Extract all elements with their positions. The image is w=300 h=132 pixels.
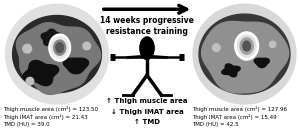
Polygon shape (240, 38, 253, 54)
Polygon shape (26, 77, 34, 85)
Polygon shape (238, 35, 256, 57)
Text: ↓ Thigh IMAT area: ↓ Thigh IMAT area (111, 109, 183, 115)
Polygon shape (6, 4, 108, 104)
Polygon shape (213, 44, 220, 51)
Polygon shape (56, 43, 64, 53)
Text: 14 weeks progressive
resistance training: 14 weeks progressive resistance training (100, 16, 194, 36)
Polygon shape (13, 16, 101, 93)
Polygon shape (55, 42, 64, 53)
Polygon shape (54, 40, 66, 55)
Polygon shape (63, 58, 88, 74)
Text: Thigh muscle area (cm²) = 127.96
Thigh IMAT area (cm²) = 15.49
TMD (HU) = 42.5: Thigh muscle area (cm²) = 127.96 Thigh I… (192, 106, 287, 127)
Polygon shape (41, 29, 62, 45)
Text: Thigh muscle area (cm²) = 123.50
Thigh IMAT area (cm²) = 21.43
TMD (HU) = 39.0: Thigh muscle area (cm²) = 123.50 Thigh I… (3, 106, 98, 127)
Polygon shape (83, 42, 91, 50)
Polygon shape (193, 4, 296, 104)
Circle shape (140, 37, 154, 59)
Polygon shape (51, 37, 68, 58)
Polygon shape (49, 34, 70, 61)
Polygon shape (254, 58, 269, 67)
Text: ↑ TMD: ↑ TMD (134, 119, 160, 125)
Polygon shape (235, 32, 259, 60)
Polygon shape (243, 41, 250, 51)
Polygon shape (202, 22, 289, 93)
Polygon shape (222, 64, 240, 77)
Polygon shape (269, 41, 276, 48)
Polygon shape (16, 23, 101, 94)
Polygon shape (23, 60, 59, 86)
Polygon shape (23, 44, 32, 53)
Polygon shape (199, 14, 290, 94)
Text: ↑ Thigh muscle area: ↑ Thigh muscle area (106, 98, 188, 104)
